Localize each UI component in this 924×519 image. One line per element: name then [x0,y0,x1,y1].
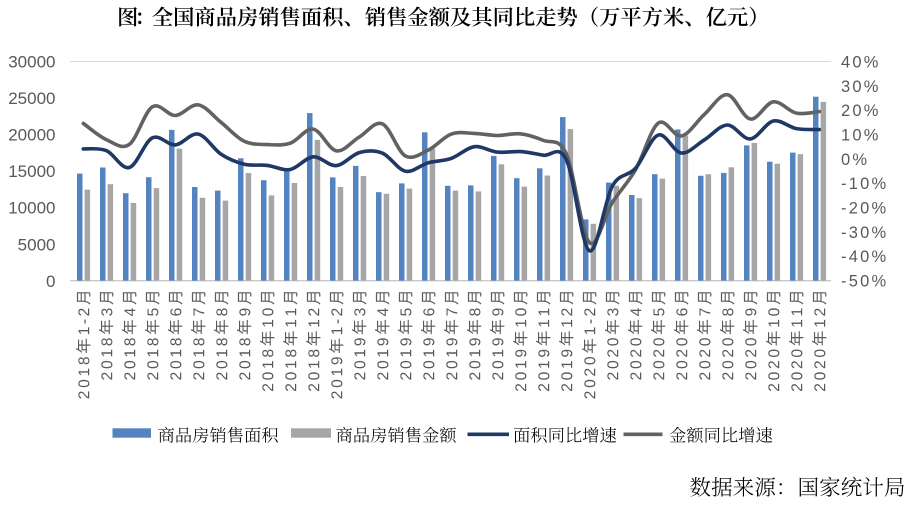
svg-text:10%: 10% [841,127,881,145]
svg-text:30%: 30% [841,78,881,96]
svg-text:10000: 10000 [8,199,55,218]
svg-text:25000: 25000 [8,89,55,108]
svg-text:-40%: -40% [841,248,888,266]
svg-text:-20%: -20% [841,200,888,218]
svg-text:30000: 30000 [8,53,55,72]
svg-text:0: 0 [46,272,55,291]
svg-text:40%: 40% [841,53,881,71]
svg-text:-50%: -50% [841,273,888,291]
svg-text:0%: 0% [841,151,869,169]
svg-text:-10%: -10% [841,175,888,193]
svg-text:-30%: -30% [841,224,888,242]
svg-text:20%: 20% [841,102,881,120]
svg-text:15000: 15000 [8,162,55,181]
svg-text:5000: 5000 [18,235,56,254]
svg-text:20000: 20000 [8,126,55,145]
